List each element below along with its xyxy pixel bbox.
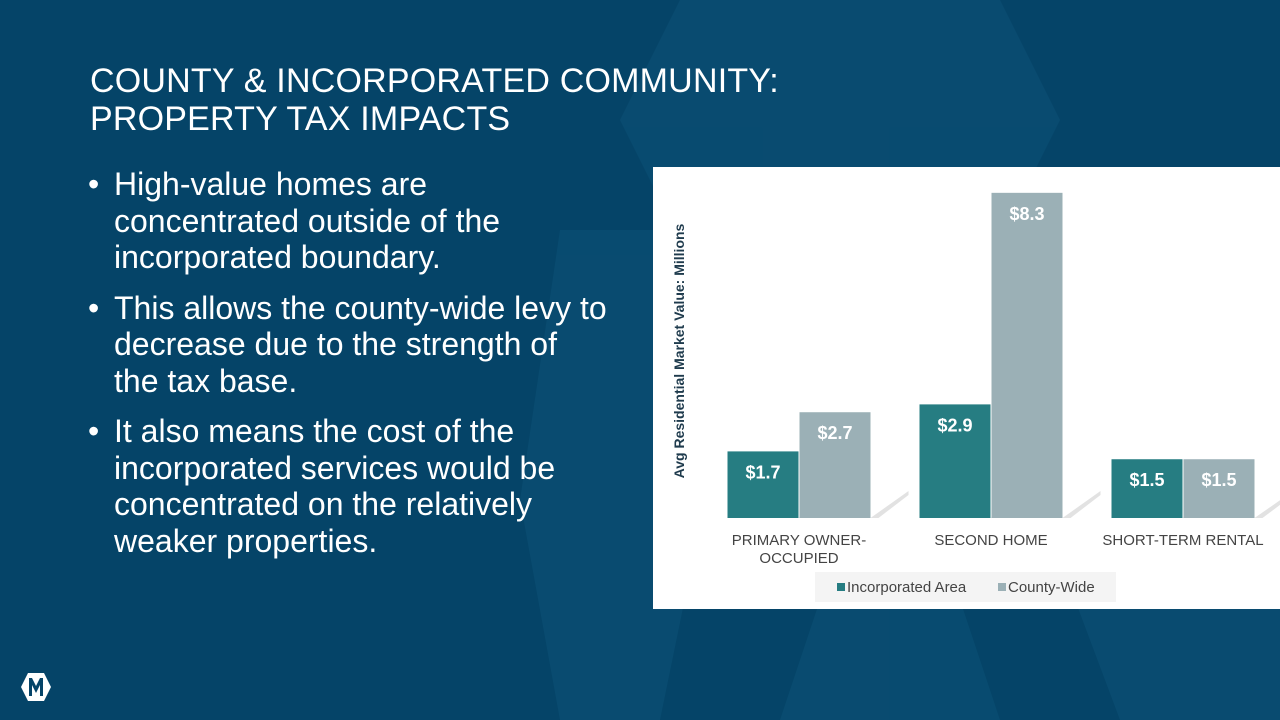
bullet-list: • High-value homes are concentrated outs… [88, 166, 608, 573]
bar [1183, 459, 1255, 518]
bar-shadow [1254, 500, 1280, 518]
bullet-item: • It also means the cost of the incorpor… [88, 413, 608, 559]
bullet-text: High-value homes are concentrated outsid… [114, 166, 501, 275]
slide-title: COUNTY & INCORPORATED COMMUNITY: PROPERT… [90, 62, 779, 138]
bar-chart: $1.7 $2.7 PRIMARY OWNER-OCCUPIED $2.9 $8.3 SE… [671, 192, 1280, 602]
bar [1111, 459, 1183, 518]
bar-data-label: $1.5 [1129, 470, 1164, 490]
bar-data-label: $1.7 [745, 462, 780, 482]
bullet-dot: • [88, 413, 100, 449]
x-tick-label: OCCUPIED [759, 550, 838, 567]
bullet-item: • This allows the county-wide levy to de… [88, 290, 608, 400]
bullet-item: • High-value homes are concentrated outs… [88, 166, 608, 276]
bar-data-label: $8.3 [1009, 204, 1044, 224]
bullet-text: It also means the cost of the incorporat… [114, 413, 556, 559]
bar-shadow [870, 491, 909, 518]
county-logo-icon [21, 673, 51, 701]
y-axis-label: Avg Residential Market Value: Millions [671, 223, 687, 478]
legend-swatch [837, 583, 845, 591]
bullet-dot: • [88, 289, 100, 326]
bar [727, 451, 799, 518]
legend-label: County-Wide [1008, 579, 1095, 596]
legend-swatch [998, 583, 1006, 591]
bar-data-label: $2.9 [937, 415, 972, 435]
x-tick-label: SHORT-TERM RENTAL [1102, 532, 1263, 549]
slide-title-line-1: COUNTY & INCORPORATED COMMUNITY: [90, 62, 779, 100]
legend-background [815, 572, 1116, 602]
bar-shadow [1062, 491, 1101, 518]
bullet-text: This allows the county-wide levy to decr… [114, 289, 607, 399]
bar-chart-panel: $1.7 $2.7 PRIMARY OWNER- OCCUPIED $2.9 $8.3 SE… [653, 167, 1280, 609]
legend-label: Incorporated Area [847, 579, 967, 596]
bar-data-label: $2.7 [817, 423, 852, 443]
bar [919, 404, 991, 518]
x-tick-label: PRIMARY OWNER- [732, 532, 866, 549]
bar-data-label: $1.5 [1201, 470, 1236, 490]
bullet-dot: • [88, 166, 100, 202]
bar [799, 412, 871, 518]
bar [991, 192, 1063, 518]
slide-title-line-2: PROPERTY TAX IMPACTS [90, 100, 511, 138]
x-tick-label: SECOND HOME [934, 532, 1047, 549]
